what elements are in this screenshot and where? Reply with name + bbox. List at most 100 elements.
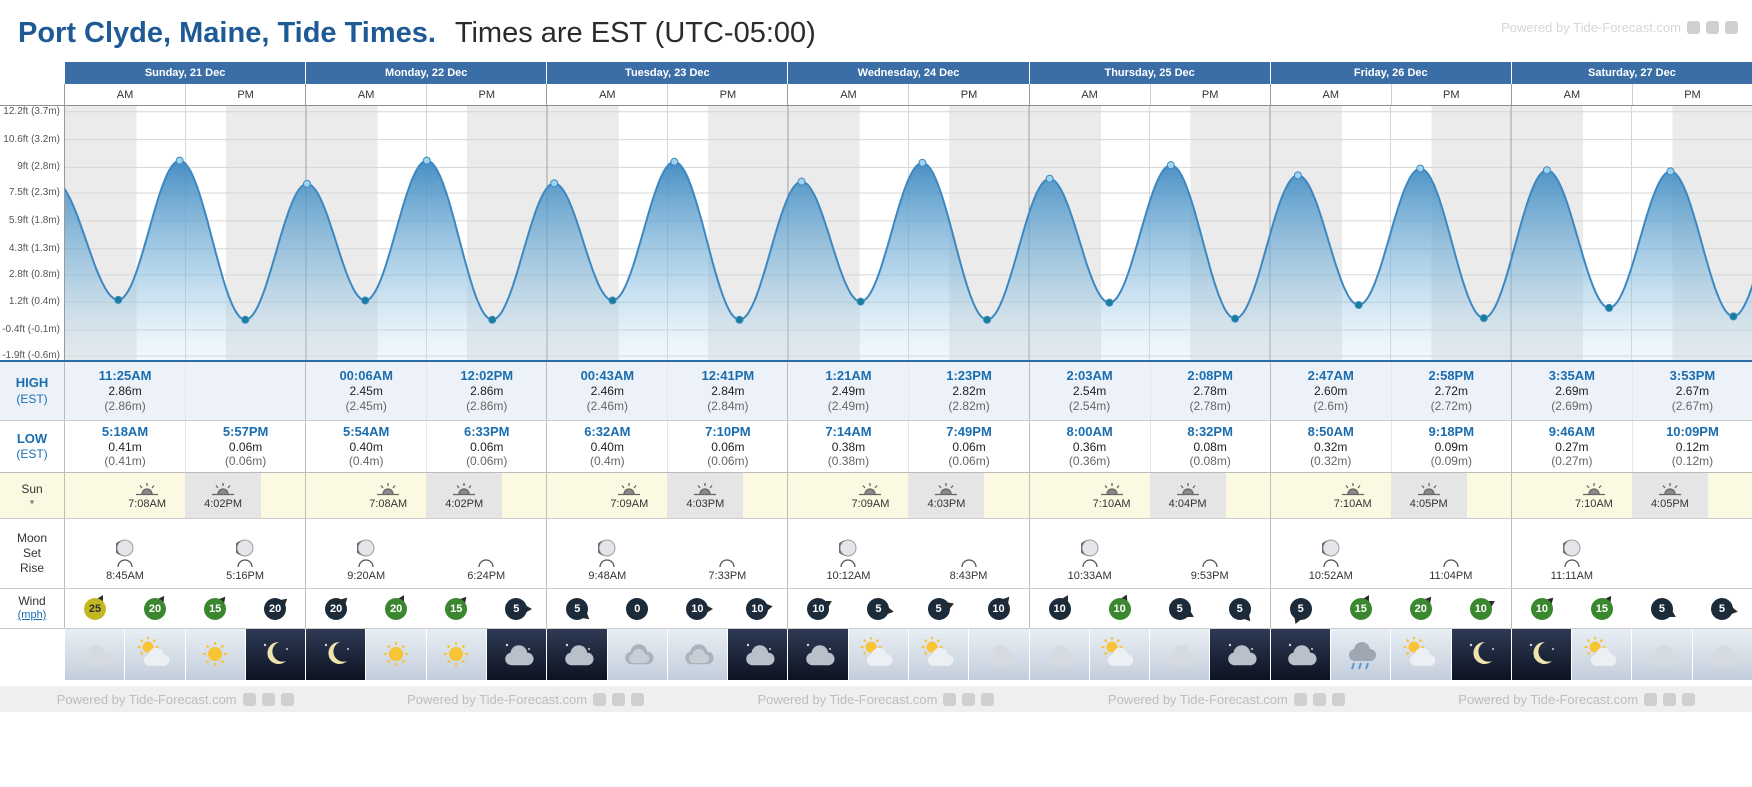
sunset-cell: 4:03PM <box>667 473 744 518</box>
weather-tile-overcast <box>607 629 667 680</box>
low-tide-pm: 6:33PM 0.06m (0.06m) <box>426 421 546 472</box>
ampm-cell: AM PM <box>64 84 305 105</box>
day-header-row: Sunday, 21 Dec Monday, 22 Dec Tuesday, 23 … <box>0 62 1752 84</box>
tide-time: 5:57PM <box>222 423 269 439</box>
wind-speed: 15 <box>1349 597 1372 620</box>
tide-height: 2.78m <box>1193 384 1227 399</box>
moon-day-cell: 10:12AM 8:43PM <box>787 519 1028 588</box>
wind-speed: 10 <box>1048 597 1071 620</box>
sunset-cell: 4:02PM <box>426 473 503 518</box>
moonrise-cell <box>1632 519 1752 588</box>
tide-height-alt: (2.72m) <box>1430 398 1472 413</box>
weather-tile-moon <box>1451 629 1511 680</box>
weather-tile-moon <box>245 629 306 680</box>
wind-badge: 10 <box>984 594 1014 624</box>
weather-tile-sun <box>426 629 486 680</box>
pm-label: PM <box>908 84 1028 105</box>
wind-day-cell: 5 0 10 10 <box>546 589 787 628</box>
tide-chart <box>64 106 1752 360</box>
wind-row: Wind (mph) 25 20 15 20 20 20 15 5 5 0 10 10 10 5 5 10 10… <box>0 588 1752 628</box>
wind-speed: 10 <box>1530 597 1553 620</box>
tide-height-alt: (0.27m) <box>1551 454 1593 469</box>
moonset-time: 8:45AM <box>106 570 144 582</box>
tide-time: 00:06AM <box>339 368 393 384</box>
wind-speed: 5 <box>867 597 890 620</box>
high-tide-am: 2:03AM 2.54m (2.54m) <box>1030 362 1150 420</box>
sunrise-cell: 7:09AM <box>832 473 908 518</box>
sunrise-time: 7:09AM <box>610 497 649 510</box>
ampm-cells: AM PM AM PM AM PM AM PM AM PM AM PM AM PM <box>64 84 1752 105</box>
watermark-icon <box>981 692 995 706</box>
moon-phase-icon <box>1080 539 1099 557</box>
moon-phase-icon <box>357 539 375 557</box>
y-axis-label: 5.9ft (1.8m) <box>8 214 60 226</box>
high-tide-pm: 2:58PM 2.72m (2.72m) <box>1390 362 1511 420</box>
wind-row-cells: 25 20 15 20 20 20 15 5 5 0 10 10 10 5 5 10 10 10 5 5 5 15 20 10… <box>64 589 1752 628</box>
wind-speed: 0 <box>626 597 649 620</box>
watermark-text: Powered by Tide-Forecast.com <box>757 691 938 707</box>
sunset-icon <box>451 482 477 497</box>
high-tide-pm: 12:41PM 2.84m (2.84m) <box>667 362 787 420</box>
wind-badge: 0 <box>622 594 652 624</box>
weather-tile-sun-cloud <box>848 629 908 680</box>
high-tide-day-cell: 2:03AM 2.54m (2.54m) 2:08PM 2.78m (2.78m) <box>1028 362 1270 420</box>
weather-icon-sun-cloud <box>860 636 893 666</box>
tide-height: 0.36m <box>1072 439 1107 454</box>
wind-badge: 5 <box>863 594 893 624</box>
tide-time: 12:41PM <box>701 368 755 384</box>
wind-speed: 15 <box>204 597 227 620</box>
weather-day-cell <box>1269 629 1511 680</box>
moonset-arc-icon <box>1563 559 1581 568</box>
wind-speed: 20 <box>144 597 167 620</box>
weather-tile-sun <box>185 629 245 680</box>
sun-day-cell: 7:09AM 4:03PM <box>546 473 787 518</box>
tide-curve-svg <box>65 106 1752 360</box>
pm-label: PM <box>1631 84 1752 105</box>
sunset-cell: 4:04PM <box>1149 473 1226 518</box>
watermark-text: Powered by Tide-Forecast.com <box>407 691 588 707</box>
high-row-label: HIGH (EST) <box>0 362 64 420</box>
sunrise-icon <box>1340 482 1366 497</box>
weather-tile-sun <box>366 629 426 680</box>
tide-height: 0.06m <box>952 439 986 454</box>
tide-time: 1:21AM <box>825 368 872 384</box>
tide-height: 2.60m <box>1314 384 1348 399</box>
wind-units-link[interactable]: (mph) <box>17 609 47 622</box>
weather-tile-cloud <box>65 629 125 680</box>
watermark-icon <box>261 692 275 706</box>
weather-tile-sun-cloud <box>1572 629 1632 680</box>
watermark-icon <box>593 692 607 706</box>
timezone-subtitle: Times are EST (UTC-05:00) <box>454 16 816 49</box>
weather-tile-cloud-night <box>1210 629 1270 680</box>
tide-time: 00:43AM <box>580 368 635 384</box>
low-tide-pm: 5:57PM 0.06m (0.06m) <box>185 421 305 472</box>
pm-label: PM <box>185 84 305 105</box>
low-est-label: (EST) <box>16 447 48 462</box>
tide-height-alt: (0.12m) <box>1671 454 1714 469</box>
high-row-cells: 11:25AM 2.86m (2.86m) 00:06AM 2.45m (2.45m) 12… <box>64 362 1752 420</box>
moonrise-arc-icon <box>1442 559 1460 568</box>
tide-height-alt: (0.06m) <box>224 454 267 469</box>
sunrise-cell: 7:09AM <box>591 473 667 518</box>
moonrise-time: 5:16PM <box>226 570 265 582</box>
sunset-cell: 4:05PM <box>1390 473 1467 518</box>
am-label: AM <box>599 88 616 101</box>
am-label: AM <box>1563 88 1581 101</box>
weather-icon-cloud <box>1047 644 1076 665</box>
tide-time: 1:23PM <box>946 368 992 384</box>
weather-icon-cloud <box>1710 644 1739 665</box>
sunset-cell: 4:03PM <box>908 473 985 518</box>
wind-day-cell: 20 20 15 5 <box>305 589 546 628</box>
wind-speed: 20 <box>325 597 348 620</box>
sunrise-time: 7:08AM <box>369 497 408 510</box>
moonset-arc-icon <box>357 559 375 568</box>
weather-tile-cloud-night <box>1270 629 1330 680</box>
high-tide-day-cell: 00:06AM 2.45m (2.45m) 12:02PM 2.86m (2.86m) <box>305 362 546 420</box>
sunrise-cell: 7:08AM <box>109 473 185 518</box>
moonrise-cell: 5:16PM <box>185 519 305 588</box>
moonset-time: 10:52AM <box>1308 570 1353 582</box>
weather-tile-cloud-night <box>788 629 848 680</box>
wind-speed: 15 <box>445 597 468 620</box>
low-tide-am: 5:54AM 0.40m (0.4m) <box>306 421 426 472</box>
wind-speed: 20 <box>385 597 408 620</box>
